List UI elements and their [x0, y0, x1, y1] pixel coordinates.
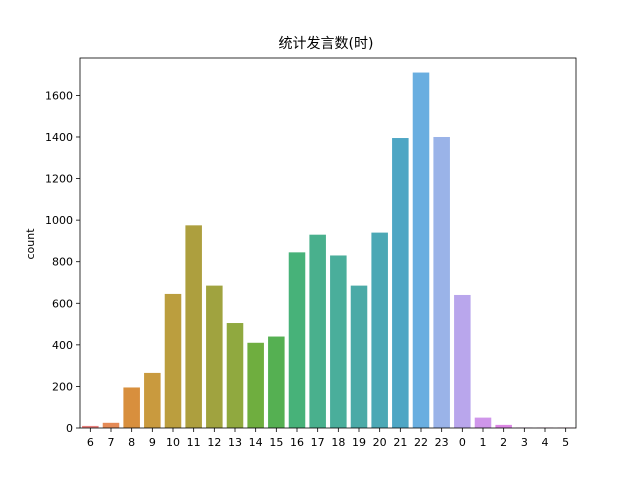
x-tick-label: 11 — [187, 436, 201, 449]
y-tick-label: 600 — [52, 297, 73, 310]
x-tick-label: 20 — [373, 436, 387, 449]
y-tick-label: 1400 — [45, 131, 73, 144]
x-tick-label: 9 — [149, 436, 156, 449]
bar-23 — [433, 136, 450, 428]
y-tick-label: 800 — [52, 256, 73, 269]
x-tick-label: 13 — [228, 436, 242, 449]
x-tick-label: 0 — [459, 436, 466, 449]
x-tick-label: 1 — [480, 436, 487, 449]
x-tick-label: 19 — [352, 436, 366, 449]
bar-9 — [144, 372, 161, 428]
bar-0 — [454, 294, 471, 428]
bar-11 — [185, 225, 202, 428]
x-tick-label: 17 — [311, 436, 325, 449]
x-tick-label: 18 — [331, 436, 345, 449]
y-tick-label: 200 — [52, 380, 73, 393]
bar-14 — [247, 342, 264, 428]
bar-19 — [350, 285, 368, 428]
y-tick-label: 1000 — [45, 214, 73, 227]
bar-18 — [330, 255, 347, 428]
bar-12 — [206, 285, 223, 428]
bar-2 — [495, 424, 512, 428]
bar-22 — [412, 72, 430, 428]
bar-16 — [288, 252, 306, 428]
y-tick-label: 1200 — [45, 173, 73, 186]
y-tick-label: 400 — [52, 339, 73, 352]
x-tick-label: 12 — [207, 436, 221, 449]
bar-10 — [164, 293, 182, 428]
bars-group — [82, 72, 574, 429]
bar-17 — [309, 234, 326, 428]
bar-6 — [82, 425, 99, 428]
x-tick-label: 8 — [128, 436, 135, 449]
x-tick-label: 3 — [521, 436, 528, 449]
y-tick-label: 1600 — [45, 89, 73, 102]
plot-frame — [79, 57, 577, 429]
bar-7 — [102, 422, 120, 428]
x-tick-label: 21 — [393, 436, 407, 449]
x-tick-label: 5 — [562, 436, 569, 449]
x-tick-label: 10 — [166, 436, 180, 449]
y-tick-label: 0 — [66, 422, 73, 435]
x-tick-label: 16 — [290, 436, 304, 449]
bar-20 — [371, 232, 388, 428]
x-tick-label: 23 — [435, 436, 449, 449]
y-axis-ticks: 0 200 400 600 800 1000 1200 1400 1600 — [45, 89, 80, 435]
x-tick-label: 2 — [500, 436, 507, 449]
x-axis-ticks: 6 7 8 9 10 11 12 13 14 15 16 17 18 19 20 21 22 23 0 1 2 3 4 5 — [87, 428, 569, 449]
chart-title: 统计发言数(时) — [279, 36, 374, 52]
x-tick-label: 15 — [269, 436, 283, 449]
bar-1 — [474, 417, 492, 428]
x-tick-label: 22 — [414, 436, 428, 449]
bar-13 — [226, 323, 244, 428]
y-axis-label: count — [24, 228, 37, 260]
bar-8 — [123, 387, 140, 428]
bar-15 — [268, 336, 285, 428]
x-tick-label: 14 — [249, 436, 263, 449]
x-tick-label: 7 — [108, 436, 115, 449]
x-tick-label: 4 — [542, 436, 549, 449]
bar-21 — [392, 138, 409, 429]
x-tick-label: 6 — [87, 436, 94, 449]
